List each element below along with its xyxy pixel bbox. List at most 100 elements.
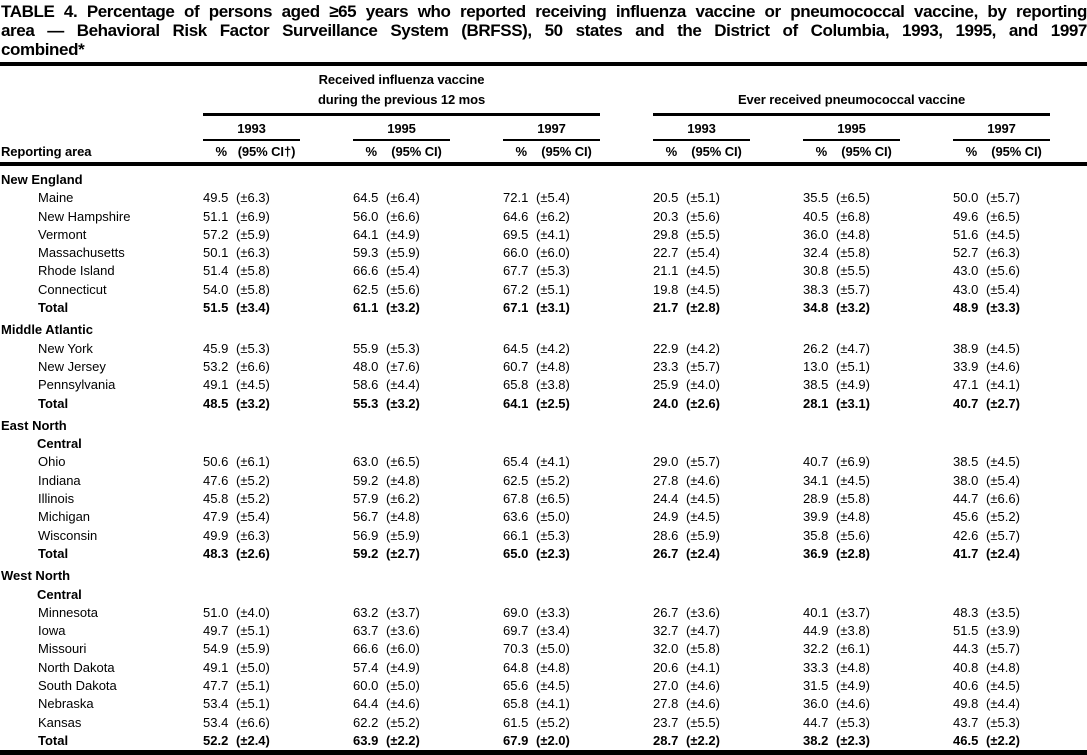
ci-cell: (±3.6) [386, 623, 420, 639]
pct-cell: 35.8 [803, 527, 829, 543]
spacer-cell [750, 695, 803, 713]
ci-cell: (±6.5) [536, 491, 570, 507]
header-row-vaccine-groups: Reporting area Received influenza vaccin… [0, 66, 1087, 166]
pct-cell: 28.7 [653, 732, 679, 748]
pct-cell: 60.7 [503, 358, 529, 374]
ci-cell: (±3.5) [986, 604, 1020, 620]
ci-cell: (±5.8) [236, 281, 270, 297]
table-row: Rhode Island 51.4 (±5.8) 66.6 (±5.4) 67.7 (±5.… [0, 262, 1087, 280]
table-row: Wisconsin 49.9 (±6.3) 56.9 (±5.9) 66.1 (±5.3) 2… [0, 527, 1087, 545]
pct-cell: 65.6 [503, 678, 529, 694]
pct-cell: 26.2 [803, 340, 829, 356]
pct-cell: 24.4 [653, 491, 679, 507]
spacer-cell [900, 208, 953, 226]
spacer-cell [750, 340, 803, 358]
area-cell: Pennsylvania [38, 377, 116, 393]
section-name-cell: Middle Atlantic [0, 317, 1087, 339]
table-row: Iowa 49.7 (±5.1) 63.7 (±3.6) 69.7 (±3.4) 32.7 (±… [0, 622, 1087, 640]
spacer-cell [900, 140, 954, 166]
area-cell: New Jersey [38, 358, 106, 374]
section-name-line: West North [1, 568, 71, 584]
pct-cell: 49.7 [203, 623, 229, 639]
ci-cell: (±5.7) [986, 190, 1020, 206]
spacer-cell [450, 490, 503, 508]
pct-cell: 49.1 [203, 659, 229, 675]
pct-cell: 64.8 [503, 659, 529, 675]
area-cell: Iowa [38, 623, 66, 639]
pct-cell: 63.0 [353, 454, 379, 470]
spacer-cell [300, 732, 353, 750]
spacer-cell [900, 545, 953, 563]
spacer-cell [300, 714, 353, 732]
spacer-cell [900, 508, 953, 526]
pct-cell: 44.7 [803, 714, 829, 730]
year-header-flu-1993: 1993 [203, 114, 300, 141]
pct-cell: 32.2 [803, 641, 829, 657]
area-cell: New York [38, 340, 93, 356]
spacer-cell [900, 714, 953, 732]
area-cell: Illinois [38, 491, 75, 507]
spacer-cell [1050, 226, 1087, 244]
ci-cell: (±4.6) [386, 696, 420, 712]
pct-cell: 59.2 [353, 545, 379, 561]
year-header-pneumo-1997: 1997 [953, 114, 1051, 141]
ci-cell: (±4.1) [536, 454, 570, 470]
spacer-cell [450, 281, 503, 299]
spacer-cell [300, 395, 353, 413]
spacer-cell [750, 640, 803, 658]
pct-cell: 49.9 [203, 527, 229, 543]
header-row-years: 1993 1995 1997 1993 1995 1997 [0, 114, 1087, 141]
spacer-cell [750, 262, 803, 280]
spacer-cell [900, 640, 953, 658]
pct-cell: 43.0 [953, 263, 979, 279]
ci-cell: (±4.6) [686, 696, 720, 712]
ci-cell: (±5.8) [236, 263, 270, 279]
pct-cell: 40.6 [953, 678, 979, 694]
ci-cell: (±5.1) [686, 190, 720, 206]
pct-cell: 13.0 [803, 358, 829, 374]
ci-cell: (±4.8) [386, 472, 420, 488]
ci-cell: (±5.3) [536, 263, 570, 279]
pct-cell: 29.8 [653, 226, 679, 242]
ci-column-header: (95% CI) [983, 140, 1051, 166]
spacer-cell [300, 340, 353, 358]
ci-cell: (±3.7) [386, 604, 420, 620]
spacer-cell [1050, 358, 1087, 376]
pct-cell: 65.8 [503, 696, 529, 712]
spacer-cell [300, 376, 353, 394]
spacer-cell [450, 677, 503, 695]
spacer-cell [300, 695, 353, 713]
spacer-cell [600, 527, 653, 545]
ci-cell: (±5.4) [536, 190, 570, 206]
spacer-cell [450, 262, 503, 280]
ci-cell: (±3.1) [836, 395, 870, 411]
spacer-cell [750, 490, 803, 508]
spacer-cell [450, 376, 503, 394]
pct-cell: 53.2 [203, 358, 229, 374]
pct-cell: 54.9 [203, 641, 229, 657]
pct-cell: 22.9 [653, 340, 679, 356]
pct-cell: 38.9 [953, 340, 979, 356]
spacer-cell [600, 244, 653, 262]
ci-cell: (±2.4) [236, 732, 270, 748]
pct-cell: 47.1 [953, 377, 979, 393]
pct-cell: 27.8 [653, 472, 679, 488]
pct-cell: 51.6 [953, 226, 979, 242]
table-row: Michigan 47.9 (±5.4) 56.7 (±4.8) 63.6 (±5.0) 24… [0, 508, 1087, 526]
spacer-cell [1050, 732, 1087, 750]
spacer-cell [450, 226, 503, 244]
pct-cell: 32.0 [653, 641, 679, 657]
pct-cell: 52.7 [953, 245, 979, 261]
ci-cell: (±4.5) [686, 509, 720, 525]
pct-cell: 28.6 [653, 527, 679, 543]
spacer-cell [750, 472, 803, 490]
spacer-cell [600, 732, 653, 750]
ci-cell: (±3.3) [986, 300, 1020, 316]
spacer-cell [1050, 622, 1087, 640]
ci-column-header-first: (95% CI†) [233, 140, 300, 166]
ci-cell: (±5.5) [686, 226, 720, 242]
ci-cell: (±2.3) [536, 545, 570, 561]
spacer-cell [300, 453, 353, 471]
pct-cell: 47.7 [203, 678, 229, 694]
ci-cell: (±4.1) [536, 226, 570, 242]
